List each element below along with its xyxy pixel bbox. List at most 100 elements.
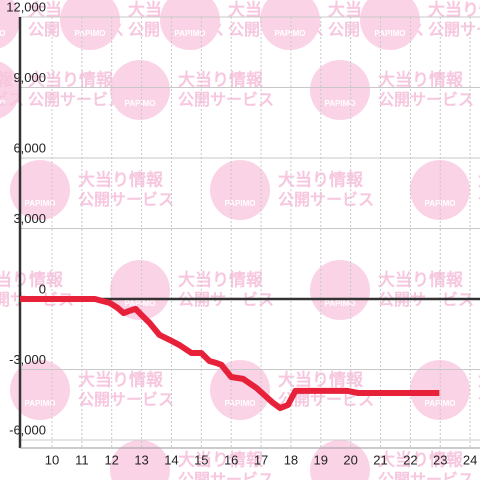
watermark-line2: 公開サービス (78, 191, 174, 209)
watermark-line1: 大当り情報 (78, 169, 164, 189)
watermark-brand: PAPIMO (325, 299, 356, 308)
watermark-brand: PAPIMO (425, 199, 456, 208)
watermark-line2: 公開サービス (178, 91, 274, 109)
watermark-circle (110, 260, 170, 320)
watermark-brand: PAPIMO (25, 199, 56, 208)
y-tick-label: 0 (39, 281, 46, 296)
watermark-line1: 大当り情報 (78, 369, 164, 389)
watermark-line2: 公開サービス (378, 91, 474, 109)
y-tick-label: 9,000 (13, 70, 46, 85)
watermark-line1: 大当り情報 (478, 369, 480, 389)
x-tick-label: 20 (343, 452, 357, 467)
x-tick-label: 19 (314, 452, 328, 467)
watermark-line1: 大当り情報 (278, 169, 364, 189)
x-tick-label: 17 (254, 452, 268, 467)
x-tick-label: 23 (433, 452, 447, 467)
watermark-line2: 公開サービス (178, 471, 274, 480)
watermark-brand: PAPIMO (0, 99, 5, 108)
watermark-line2: 公開サービス (78, 391, 174, 409)
watermark-brand: PAPIMO (325, 99, 356, 108)
watermark-line2: 公開サービス (478, 391, 480, 409)
watermark-line1: 大当り情報 (428, 0, 480, 19)
x-tick-label: 21 (373, 452, 387, 467)
watermark-brand: PAPIMO (125, 299, 156, 308)
x-tick-label: 12 (104, 452, 118, 467)
watermark-line2: 公開サービス (428, 21, 480, 39)
watermark-line2: 公開サービス (478, 191, 480, 209)
watermark-line1: 大当り情報 (378, 269, 464, 289)
watermark-circle (310, 440, 370, 480)
watermark-circle (110, 440, 170, 480)
watermark-circle (10, 360, 70, 420)
watermark-line2: 公開サービス (28, 91, 124, 109)
watermark-circle (260, 0, 320, 50)
watermark-line1: 大当り情報 (278, 369, 364, 389)
watermark-circle (310, 260, 370, 320)
watermark-brand: PAPIMO (25, 399, 56, 408)
watermark-circle (60, 0, 120, 50)
watermark-line1: 大当り情報 (378, 69, 464, 89)
x-tick-label: 10 (45, 452, 59, 467)
watermark-line2: 公開サービス (278, 191, 374, 209)
watermark-circle (360, 0, 420, 50)
watermark-line2: 公開サービス (278, 391, 374, 409)
watermark-circle (210, 360, 270, 420)
watermark-circle (310, 60, 370, 120)
watermark-brand: PAPIMO (0, 29, 5, 38)
watermark-circle (160, 0, 220, 50)
watermark-line1: 大当り情報 (0, 269, 64, 289)
x-tick-label: 15 (194, 452, 208, 467)
x-tick-label: 13 (134, 452, 148, 467)
watermark-circle (210, 160, 270, 220)
grid (20, 16, 480, 448)
watermark-brand: PAPIMO (225, 199, 256, 208)
watermark-brand: PAPIMO (125, 99, 156, 108)
watermark-line1: 大当り情報 (28, 69, 114, 89)
y-tick-label: -6,000 (9, 422, 46, 437)
x-tick-label: 18 (284, 452, 298, 467)
y-tick-label: -3,000 (9, 352, 46, 367)
watermark-line1: 大当り情報 (478, 169, 480, 189)
watermark-line2: 公開サービス (0, 91, 24, 109)
y-tick-label: 6,000 (13, 140, 46, 155)
x-tick-label: 14 (164, 452, 178, 467)
watermark-circle (10, 160, 70, 220)
watermark-brand: PAPIMO (425, 399, 456, 408)
watermark-brand: PAPIMO (225, 399, 256, 408)
x-tick-label: 22 (403, 452, 417, 467)
watermark-line1: 大当り情報 (178, 69, 264, 89)
watermark-line1: 大当り情報 (178, 269, 264, 289)
data-line (20, 296, 440, 412)
watermark-line1: 大当り情報 (0, 69, 14, 89)
watermark-brand: PAPIMO (275, 29, 306, 38)
x-tick-label: 24 (463, 452, 477, 467)
watermark-line1: 大当り情報 (378, 449, 464, 469)
watermark-circle (110, 60, 170, 120)
watermark-circle (0, 0, 20, 49)
watermark-brand: PAPIMO (375, 29, 406, 38)
watermark-brand: PAPIMO (175, 29, 206, 38)
axes: 10 11 12 13 14 15 16 17 18 19 20 21 22 23 24 -6,000 -3,0… (6, 0, 480, 467)
y-tick-label: 12,000 (6, 0, 46, 14)
watermark-line1: 大当り情報 (178, 449, 264, 469)
watermark-brand: PAPIMO (75, 29, 106, 38)
x-tick-label: 11 (75, 452, 89, 467)
watermark-line2: 公開サービス (378, 471, 474, 480)
watermark-circle (0, 61, 20, 119)
